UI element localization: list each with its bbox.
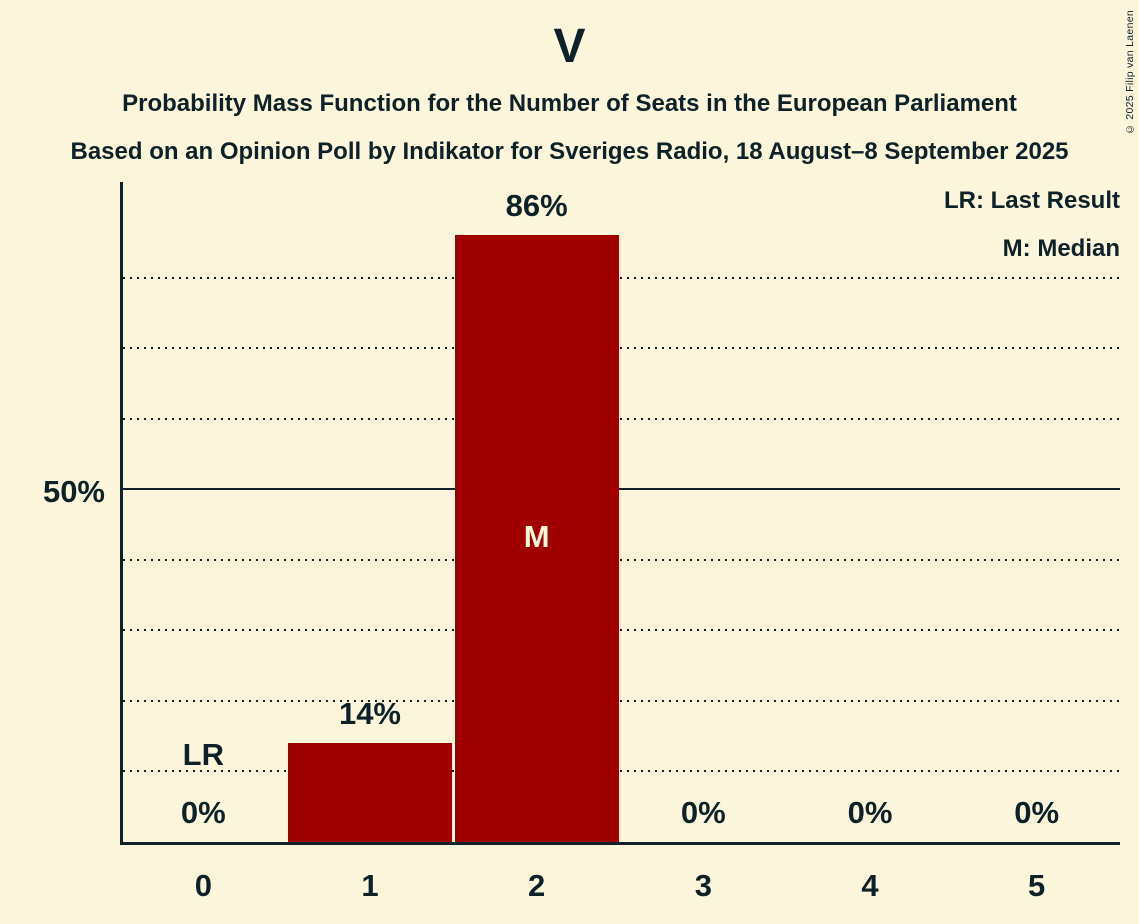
- annotation-lr: LR: [182, 737, 224, 772]
- gridline-dotted-10: [123, 770, 1120, 773]
- bar-value-label-seats-4: 0%: [847, 795, 893, 830]
- gridline-dotted-70: [123, 347, 1120, 350]
- bar-seats-1: [288, 743, 452, 842]
- bar-value-label-seats-2: 86%: [505, 188, 568, 224]
- gridline-dotted-80: [123, 276, 1120, 279]
- bar-value-label-seats-3: 0%: [680, 795, 726, 830]
- gridline-dotted-40: [123, 558, 1120, 561]
- chart-title: V: [553, 20, 586, 73]
- gridline-dotted-30: [123, 629, 1120, 632]
- chart-subtitle-line1: Probability Mass Function for the Number…: [122, 90, 1017, 117]
- bar-seats-2: [454, 235, 619, 842]
- chart-subtitle-line2: Based on an Opinion Poll by Indikator fo…: [70, 138, 1069, 165]
- x-axis-tick-label-4: 4: [861, 868, 879, 903]
- gridline-dotted-60: [123, 417, 1120, 420]
- annotation-m: M: [523, 518, 550, 554]
- plot-area: 0% 0 14% 1 86% 2 0% 3 0% 4 0% 5 LR M LR: Last Result …: [120, 182, 1120, 903]
- bar-value-label-seats-1: 14%: [338, 696, 401, 732]
- x-axis-tick-label-3: 3: [694, 868, 712, 903]
- y-axis-tick-label-50: 50%: [42, 474, 105, 510]
- x-axis-tick-label-0: 0: [194, 868, 212, 903]
- gridline-dotted-20: [123, 699, 1120, 702]
- bar-value-label-seats-0: 0%: [180, 795, 226, 830]
- legend-entry-last-result: LR: Last Result: [943, 187, 1120, 214]
- x-axis-tick-label-1: 1: [361, 868, 379, 903]
- copyright-notice: © 2025 Filip van Laenen: [1124, 10, 1136, 136]
- legend-entry-median: M: Median: [1002, 235, 1120, 262]
- x-axis-tick-label-5: 5: [1028, 868, 1046, 903]
- gridline-solid-50: [123, 488, 1120, 491]
- x-axis-tick-label-2: 2: [528, 868, 546, 903]
- bar-value-label-seats-5: 0%: [1014, 795, 1060, 830]
